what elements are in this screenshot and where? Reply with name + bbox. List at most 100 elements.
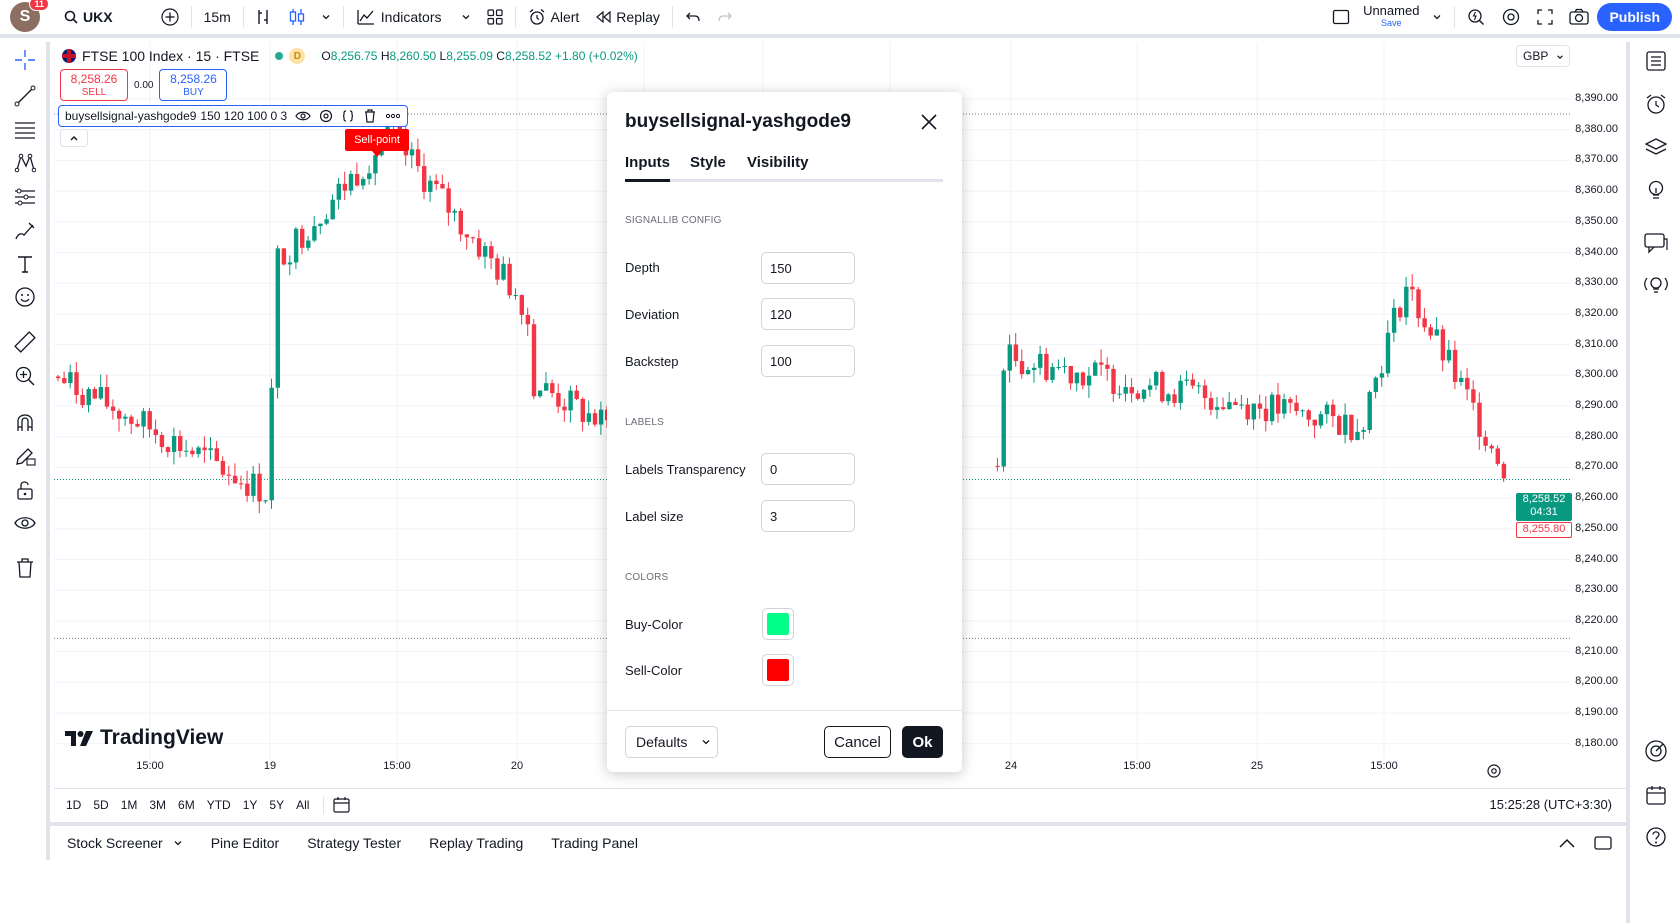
symbol-search-button[interactable]: UKX	[56, 0, 121, 36]
maximize-panel-icon[interactable]	[1594, 835, 1612, 851]
brush-tool[interactable]	[11, 217, 39, 245]
tab-replay-trading[interactable]: Replay Trading	[415, 835, 537, 851]
delayed-badge[interactable]: D	[289, 48, 306, 64]
depth-input[interactable]	[761, 252, 855, 284]
snapshot-button[interactable]	[1561, 0, 1597, 36]
interval-button[interactable]: 15m	[203, 9, 231, 25]
source-code-icon[interactable]	[341, 109, 355, 123]
close-button[interactable]	[917, 110, 941, 134]
currency-select[interactable]: GBP	[1516, 45, 1570, 67]
redo-button[interactable]	[709, 0, 741, 36]
candles-style-button[interactable]	[280, 0, 339, 36]
compare-symbol-button[interactable]	[153, 0, 187, 36]
tab-strategy-tester[interactable]: Strategy Tester	[293, 835, 415, 851]
keep-drawing-tool[interactable]	[11, 442, 39, 470]
indicator-legend[interactable]: buysellsignal-yashgode9 150 120 100 0 3	[58, 105, 409, 127]
trash-icon[interactable]	[363, 109, 377, 123]
crosshair-tool[interactable]	[11, 46, 39, 74]
chats-button[interactable]	[1641, 228, 1671, 258]
hide-drawings-tool[interactable]	[11, 509, 39, 537]
fullscreen-button[interactable]	[1529, 0, 1561, 36]
user-avatar[interactable]: S 11	[10, 0, 49, 32]
pattern-tool[interactable]	[11, 149, 39, 177]
measure-tool[interactable]	[11, 328, 39, 356]
sell-button[interactable]: 8,258.26 SELL	[60, 69, 128, 101]
labels-transparency-input[interactable]	[761, 453, 855, 485]
indicators-button[interactable]: Indicators	[348, 0, 479, 36]
replay-button[interactable]: Replay	[587, 0, 668, 36]
candle-body	[1324, 404, 1330, 415]
range-1y[interactable]: 1Y	[242, 797, 258, 812]
remove-drawings-tool[interactable]	[11, 554, 39, 582]
text-tool[interactable]	[11, 250, 39, 278]
settings-button[interactable]	[1493, 0, 1529, 36]
ideas-button[interactable]	[1641, 175, 1671, 205]
publish-button[interactable]: Publish	[1597, 3, 1672, 31]
zoom-tool[interactable]	[11, 362, 39, 390]
alert-button[interactable]: Alert	[520, 0, 588, 36]
chevron-up-icon[interactable]	[1558, 837, 1576, 849]
streams-button[interactable]	[1641, 270, 1671, 300]
calendar-button[interactable]	[1641, 780, 1671, 810]
magnet-tool[interactable]	[11, 408, 39, 436]
tab-style[interactable]: Style	[690, 154, 726, 171]
cancel-button[interactable]: Cancel	[824, 726, 891, 758]
object-tree-button[interactable]	[1641, 132, 1671, 162]
emoji-tool[interactable]	[11, 283, 39, 311]
range-5d[interactable]: 5D	[93, 797, 109, 812]
candle-body	[1245, 404, 1250, 420]
price-axis[interactable]: 8,390.00 8,380.00 8,370.00 8,360.00 8,350.00…	[1570, 42, 1626, 770]
price-tick: 8,180.00	[1575, 736, 1618, 749]
chart-settings-icon[interactable]	[1486, 763, 1502, 779]
buy-color-swatch[interactable]	[762, 608, 794, 640]
candle-body	[1282, 399, 1287, 414]
range-1m[interactable]: 1M	[120, 797, 138, 812]
range-all[interactable]: All	[296, 797, 310, 812]
tab-pine-editor[interactable]: Pine Editor	[197, 835, 293, 851]
help-button[interactable]	[1641, 822, 1671, 852]
tab-visibility[interactable]: Visibility	[747, 154, 809, 171]
dom-button[interactable]	[1641, 736, 1671, 766]
backstep-input[interactable]	[761, 345, 855, 377]
lock-drawings-tool[interactable]	[11, 476, 39, 504]
range-6m[interactable]: 6M	[178, 797, 195, 812]
candle-body	[483, 246, 488, 257]
candle-body	[1434, 329, 1439, 336]
bar-style-button[interactable]	[248, 0, 280, 36]
timezone-clock[interactable]: 15:25:28 (UTC+3:30)	[1489, 797, 1612, 812]
more-icon[interactable]	[385, 109, 401, 123]
layout-select[interactable]: Unnamed Save	[1324, 0, 1450, 36]
price-tick: 8,340.00	[1575, 245, 1618, 258]
forecast-tool[interactable]	[11, 183, 39, 211]
candle-body	[495, 258, 500, 280]
trendline-tool[interactable]	[11, 82, 39, 110]
calendar-goto-icon[interactable]	[332, 796, 352, 814]
candle-body	[275, 248, 280, 388]
gear-icon[interactable]	[319, 109, 333, 123]
collapse-legend-button[interactable]	[60, 129, 88, 147]
tab-inputs[interactable]: Inputs	[625, 154, 670, 182]
deviation-input[interactable]	[761, 298, 855, 330]
undo-button[interactable]	[677, 0, 709, 36]
quick-search-button[interactable]	[1459, 0, 1493, 36]
time-tick: 19	[263, 760, 277, 772]
range-3m[interactable]: 3M	[149, 797, 167, 812]
buy-button[interactable]: 8,258.26 BUY	[159, 69, 228, 101]
indicator-name[interactable]: buysellsignal-yashgode9	[65, 109, 197, 123]
range-ytd[interactable]: YTD	[206, 797, 231, 812]
label-size-input[interactable]	[761, 500, 855, 532]
eye-icon[interactable]	[295, 109, 311, 123]
sell-color-swatch[interactable]	[762, 654, 794, 686]
range-5y[interactable]: 5Y	[269, 797, 285, 812]
alerts-button[interactable]	[1641, 89, 1671, 119]
tab-stock-screener[interactable]: Stock Screener	[50, 835, 197, 851]
defaults-button[interactable]: Defaults	[625, 726, 718, 758]
range-1d[interactable]: 1D	[66, 797, 82, 812]
fib-tool[interactable]	[11, 116, 39, 144]
tab-trading-panel[interactable]: Trading Panel	[537, 835, 652, 851]
ok-button[interactable]: Ok	[902, 726, 943, 758]
symbol-title[interactable]: FTSE 100 Index · 15 · FTSE	[82, 48, 260, 64]
watchlist-button[interactable]	[1641, 46, 1671, 76]
layouts-button[interactable]	[479, 0, 511, 36]
candle-body	[287, 262, 293, 265]
